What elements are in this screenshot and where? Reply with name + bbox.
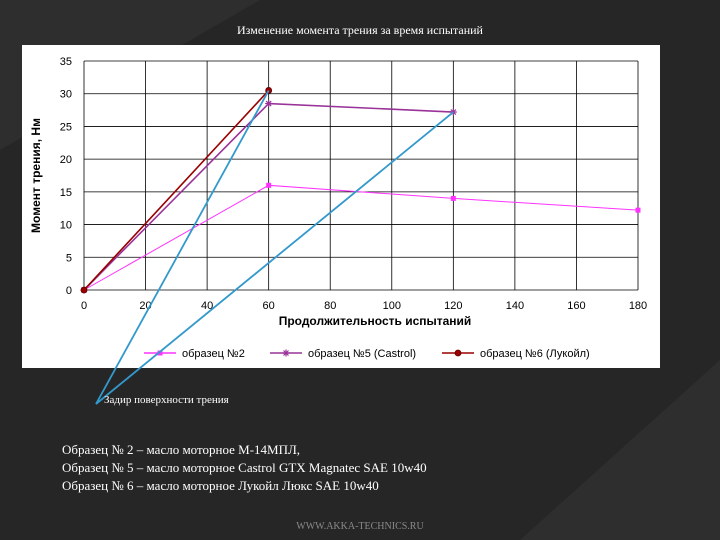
legend-label: образец №5 (Castrol) (308, 348, 416, 360)
legend-label: образец №6 (Лукойл) (480, 348, 590, 360)
x-tick-label: 40 (201, 300, 213, 312)
legend-marker (282, 349, 290, 357)
legend-marker (157, 350, 163, 356)
chart-panel: 0 20 40 60 80 100 120 140 160 180 0 5 10 15 20 25 30 35 Пр… (22, 45, 660, 368)
footer-url: WWW.AKKA-TECHNICS.RU (296, 521, 424, 532)
data-point (450, 195, 456, 201)
data-point (266, 182, 272, 188)
x-tick-label: 100 (383, 300, 401, 312)
x-tick-label: 80 (324, 300, 336, 312)
data-point (635, 207, 641, 213)
y-axis-title: Момент трения, Нм (29, 118, 43, 233)
note-line: Образец № 5 – масло моторное Castrol GTX… (62, 460, 427, 475)
data-point (265, 100, 273, 108)
notes-block: Образец № 2 – масло моторное М-14МПЛ, Об… (62, 441, 427, 495)
y-tick-label: 15 (60, 187, 72, 199)
y-tick-label: 20 (60, 154, 72, 166)
annotation-label: Задир поверхности трения (104, 394, 229, 406)
chart-svg: 0 20 40 60 80 100 120 140 160 180 0 5 10 15 20 25 30 35 Пр… (29, 56, 647, 360)
data-point (80, 286, 88, 294)
x-tick-label: 120 (444, 300, 462, 312)
x-tick-label: 160 (567, 300, 585, 312)
y-tick-label: 35 (60, 56, 72, 68)
note-line: Образец № 2 – масло моторное М-14МПЛ, (62, 442, 301, 457)
series-line-3 (83, 89, 270, 291)
x-tick-label: 60 (263, 300, 275, 312)
x-tick-label: 20 (139, 300, 151, 312)
slide-title: Изменение момента трения за время испыта… (237, 23, 483, 37)
x-tick-label: 140 (506, 300, 524, 312)
x-tick-label: 0 (81, 300, 87, 312)
y-tick-label: 25 (60, 121, 72, 133)
legend-label: образец №2 (182, 348, 245, 360)
data-point (449, 108, 457, 116)
y-tick-label: 5 (66, 252, 72, 264)
note-line: Образец № 6 – масло моторное Лукойл Люкс… (62, 478, 379, 493)
y-tick-label: 30 (60, 89, 72, 101)
legend-marker (454, 349, 462, 357)
x-tick-label: 180 (629, 300, 647, 312)
x-axis-title: Продолжительность испытаний (279, 314, 472, 328)
y-tick-label: 0 (66, 285, 72, 297)
y-tick-label: 10 (60, 220, 72, 232)
data-point (265, 87, 273, 94)
